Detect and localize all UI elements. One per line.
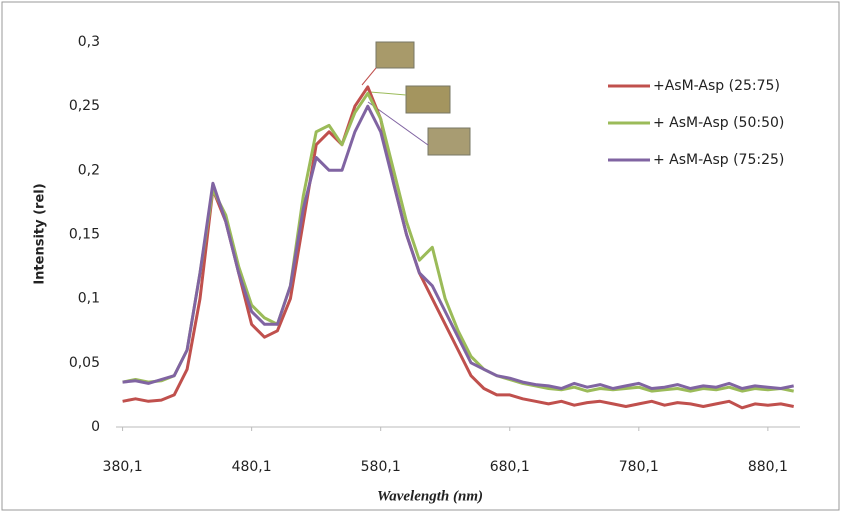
- series-line: [122, 104, 794, 390]
- y-tick-label: 0,25: [69, 98, 100, 114]
- y-tick-label: 0,05: [69, 355, 100, 371]
- series-line: [122, 91, 794, 393]
- sample-image: [375, 41, 415, 69]
- sample-image: [405, 85, 451, 114]
- x-tick-label: 680,1: [490, 459, 530, 475]
- y-axis-label: Intensity (rel): [33, 183, 48, 284]
- x-tick-label: 780,1: [619, 459, 659, 475]
- y-tick-label: 0,3: [78, 34, 100, 50]
- x-tick-label: 480,1: [232, 459, 272, 475]
- x-tick-label: 880,1: [748, 459, 788, 475]
- connector: [361, 67, 377, 86]
- x-axis-label: Wavelength (nm): [377, 488, 483, 504]
- annotations: [361, 41, 471, 156]
- legend-label: +AsM-Asp (25:75): [653, 78, 780, 94]
- x-tick-label: 380,1: [103, 459, 143, 475]
- y-tick-label: 0,1: [78, 291, 100, 307]
- legend-label: + AsM-Asp (50:50): [653, 115, 784, 131]
- legend-label: + AsM-Asp (75:25): [653, 152, 784, 168]
- sample-image: [427, 127, 471, 156]
- y-tick-label: 0: [91, 419, 100, 435]
- x-tick-label: 580,1: [361, 459, 401, 475]
- connector: [369, 91, 407, 96]
- y-tick-label: 0,2: [78, 162, 100, 178]
- y-tick-label: 0,15: [69, 227, 100, 243]
